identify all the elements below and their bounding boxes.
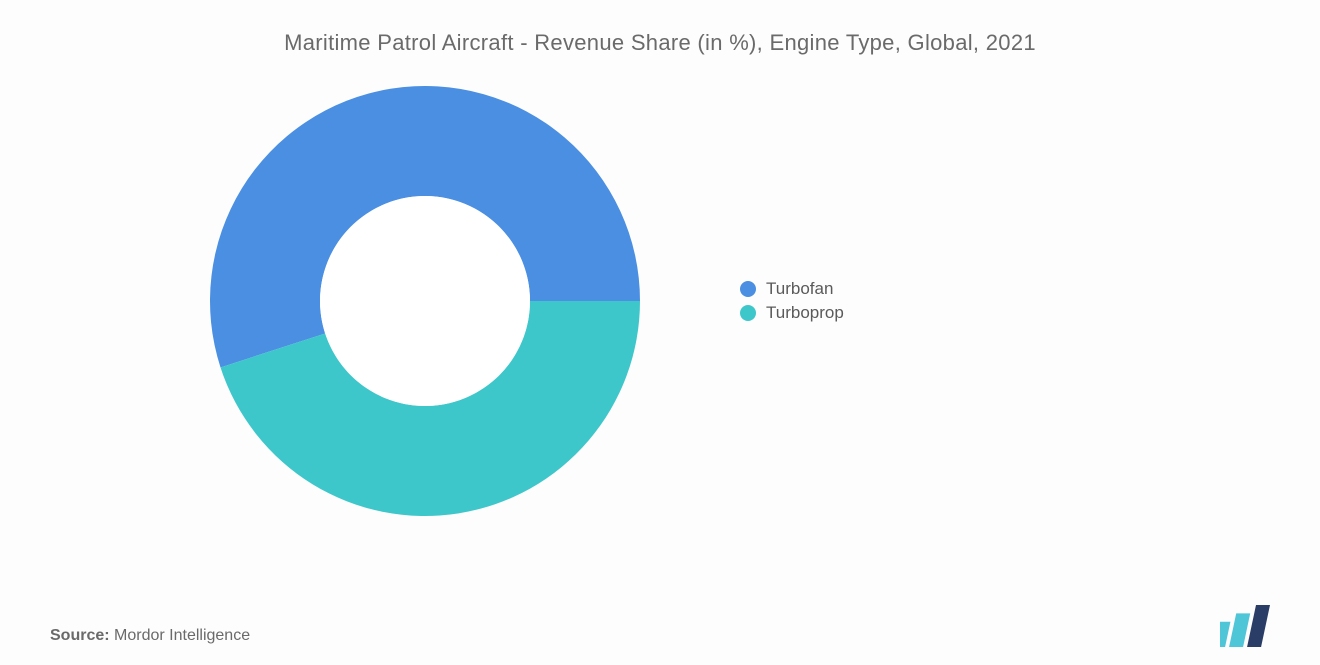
- legend-item-turbofan: Turbofan: [740, 279, 844, 299]
- source-text: Mordor Intelligence: [114, 627, 250, 644]
- logo-bar: [1247, 605, 1270, 647]
- donut-center: [320, 196, 530, 406]
- logo-bar: [1229, 613, 1250, 647]
- chart-container: Maritime Patrol Aircraft - Revenue Share…: [0, 0, 1320, 665]
- donut-chart: [210, 86, 640, 516]
- legend-item-turboprop: Turboprop: [740, 303, 844, 323]
- logo-bar: [1220, 622, 1230, 647]
- legend: Turbofan Turboprop: [740, 279, 844, 323]
- legend-swatch: [740, 305, 756, 321]
- source-label: Source:: [50, 627, 110, 644]
- source-attribution: Source: Mordor Intelligence: [50, 627, 250, 645]
- donut-svg: [210, 86, 640, 516]
- legend-label: Turboprop: [766, 303, 844, 323]
- brand-logo: [1220, 605, 1280, 647]
- logo-svg: [1220, 605, 1280, 647]
- chart-title: Maritime Patrol Aircraft - Revenue Share…: [50, 30, 1270, 56]
- chart-area: Turbofan Turboprop: [50, 86, 1270, 516]
- legend-swatch: [740, 281, 756, 297]
- legend-label: Turbofan: [766, 279, 833, 299]
